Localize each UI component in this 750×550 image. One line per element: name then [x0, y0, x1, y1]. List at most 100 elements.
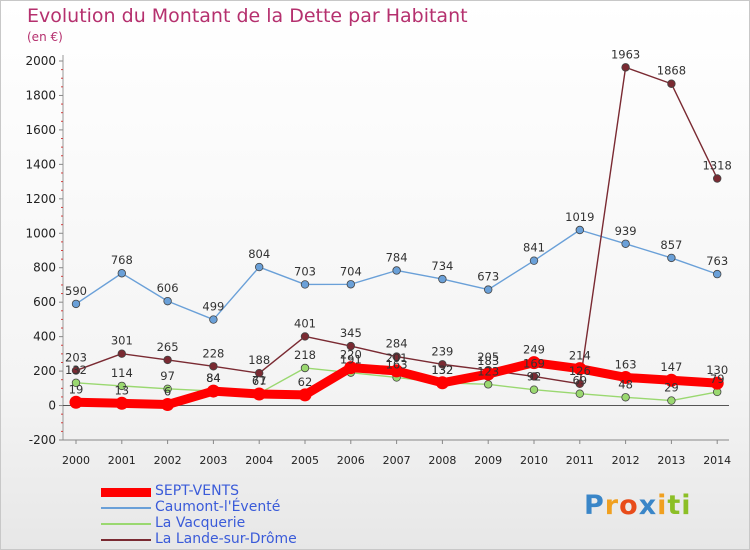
data-point — [163, 355, 172, 365]
data-point — [115, 396, 129, 410]
data-point — [298, 388, 312, 402]
legend: SEPT-VENTS Caumont-l'Éventé La Vacquerie La… — [101, 483, 401, 548]
data-label: 784 — [386, 250, 408, 264]
data-label: 1318 — [703, 158, 732, 172]
data-point — [252, 387, 266, 401]
data-point — [710, 376, 724, 390]
data-label: 301 — [111, 334, 133, 348]
data-point — [435, 376, 449, 390]
data-label: 703 — [294, 264, 316, 278]
data-label: 673 — [477, 270, 499, 284]
data-label: 345 — [340, 326, 362, 340]
data-point — [255, 262, 264, 272]
x-tick-label: 2007 — [383, 454, 411, 467]
data-point — [161, 398, 175, 412]
data-point — [438, 274, 447, 284]
data-label: 13 — [114, 383, 129, 397]
x-tick-label: 2002 — [154, 454, 182, 467]
data-label: 69 — [572, 374, 587, 388]
chart-title: Evolution du Montant de la Dette par Hab… — [27, 5, 468, 27]
data-point — [713, 174, 722, 183]
data-point — [667, 79, 676, 88]
legend-item: La Lande-sur-Drôme — [101, 531, 401, 548]
data-label: 123 — [477, 364, 499, 378]
data-point — [163, 384, 172, 394]
y-tick-label: 1400 — [25, 157, 56, 171]
legend-item: SEPT-VENTS — [101, 483, 401, 500]
x-tick-label: 2012 — [612, 454, 640, 467]
data-label: 763 — [706, 254, 728, 268]
data-label: 191 — [340, 353, 362, 367]
y-tick-label: 2000 — [25, 54, 56, 68]
data-point — [209, 362, 218, 371]
data-label: 218 — [294, 348, 316, 362]
data-point — [300, 363, 310, 373]
data-label: 939 — [615, 224, 637, 238]
data-point — [667, 253, 676, 263]
data-label: 401 — [294, 316, 316, 330]
data-label: 1868 — [657, 64, 686, 78]
data-point — [619, 370, 633, 384]
data-label: 169 — [523, 356, 545, 370]
data-point — [484, 285, 493, 294]
legend-label: Caumont-l'Éventé — [155, 499, 281, 515]
legend-label: La Vacquerie — [155, 515, 246, 531]
x-tick-label: 2011 — [566, 454, 594, 467]
data-label: 606 — [157, 281, 179, 295]
data-point — [69, 395, 83, 409]
chart-unit: (en €) — [27, 30, 63, 44]
data-label: 1963 — [611, 47, 640, 61]
data-point — [529, 372, 539, 381]
data-point — [573, 362, 587, 376]
data-label: 265 — [157, 340, 179, 354]
legend-swatch — [101, 487, 151, 497]
data-point — [163, 296, 172, 306]
data-label: 704 — [340, 264, 362, 278]
data-point — [392, 352, 401, 361]
data-point — [117, 381, 126, 391]
data-point — [346, 341, 355, 351]
data-point — [621, 63, 630, 72]
y-tick-label: 600 — [33, 295, 56, 309]
data-label: 132 — [431, 363, 453, 377]
data-label: 201 — [386, 351, 408, 365]
legend-item: La Vacquerie — [101, 515, 401, 532]
data-label: 147 — [660, 360, 682, 374]
chart-series — [69, 63, 724, 412]
data-point — [206, 384, 220, 398]
data-point — [529, 385, 539, 394]
data-label: 768 — [111, 253, 133, 267]
data-label: 804 — [248, 247, 270, 261]
data-point — [621, 239, 630, 248]
data-label: 79 — [710, 372, 725, 386]
data-point — [484, 380, 493, 389]
data-label: 228 — [202, 346, 224, 360]
data-point — [664, 373, 678, 387]
data-label: 92 — [527, 370, 542, 384]
data-point — [71, 378, 81, 388]
data-label: 857 — [660, 238, 682, 252]
data-point — [300, 280, 310, 289]
data-label: 203 — [65, 351, 87, 365]
data-point — [390, 364, 404, 378]
data-label: 29 — [664, 381, 679, 395]
data-point — [300, 332, 310, 341]
data-label: 214 — [569, 349, 591, 363]
x-tick-label: 2006 — [337, 454, 365, 467]
data-label: 71 — [252, 373, 267, 387]
data-label: 132 — [65, 363, 87, 377]
legend-item: Caumont-l'Éventé — [101, 499, 401, 516]
data-label: 97 — [160, 369, 175, 383]
data-point — [71, 366, 81, 375]
data-point — [255, 368, 264, 378]
chart-axes: -200 0 200 400 600 800 1000 1200 1400 1600 1800 200… — [25, 54, 731, 467]
data-label: 84 — [206, 371, 221, 385]
data-label: 114 — [111, 366, 133, 380]
legend-swatch — [101, 539, 151, 541]
proxiti-logo: Proxiti — [584, 490, 692, 521]
data-point — [575, 389, 584, 398]
x-tick-label: 2009 — [474, 454, 502, 467]
x-tick-label: 2014 — [703, 454, 731, 467]
